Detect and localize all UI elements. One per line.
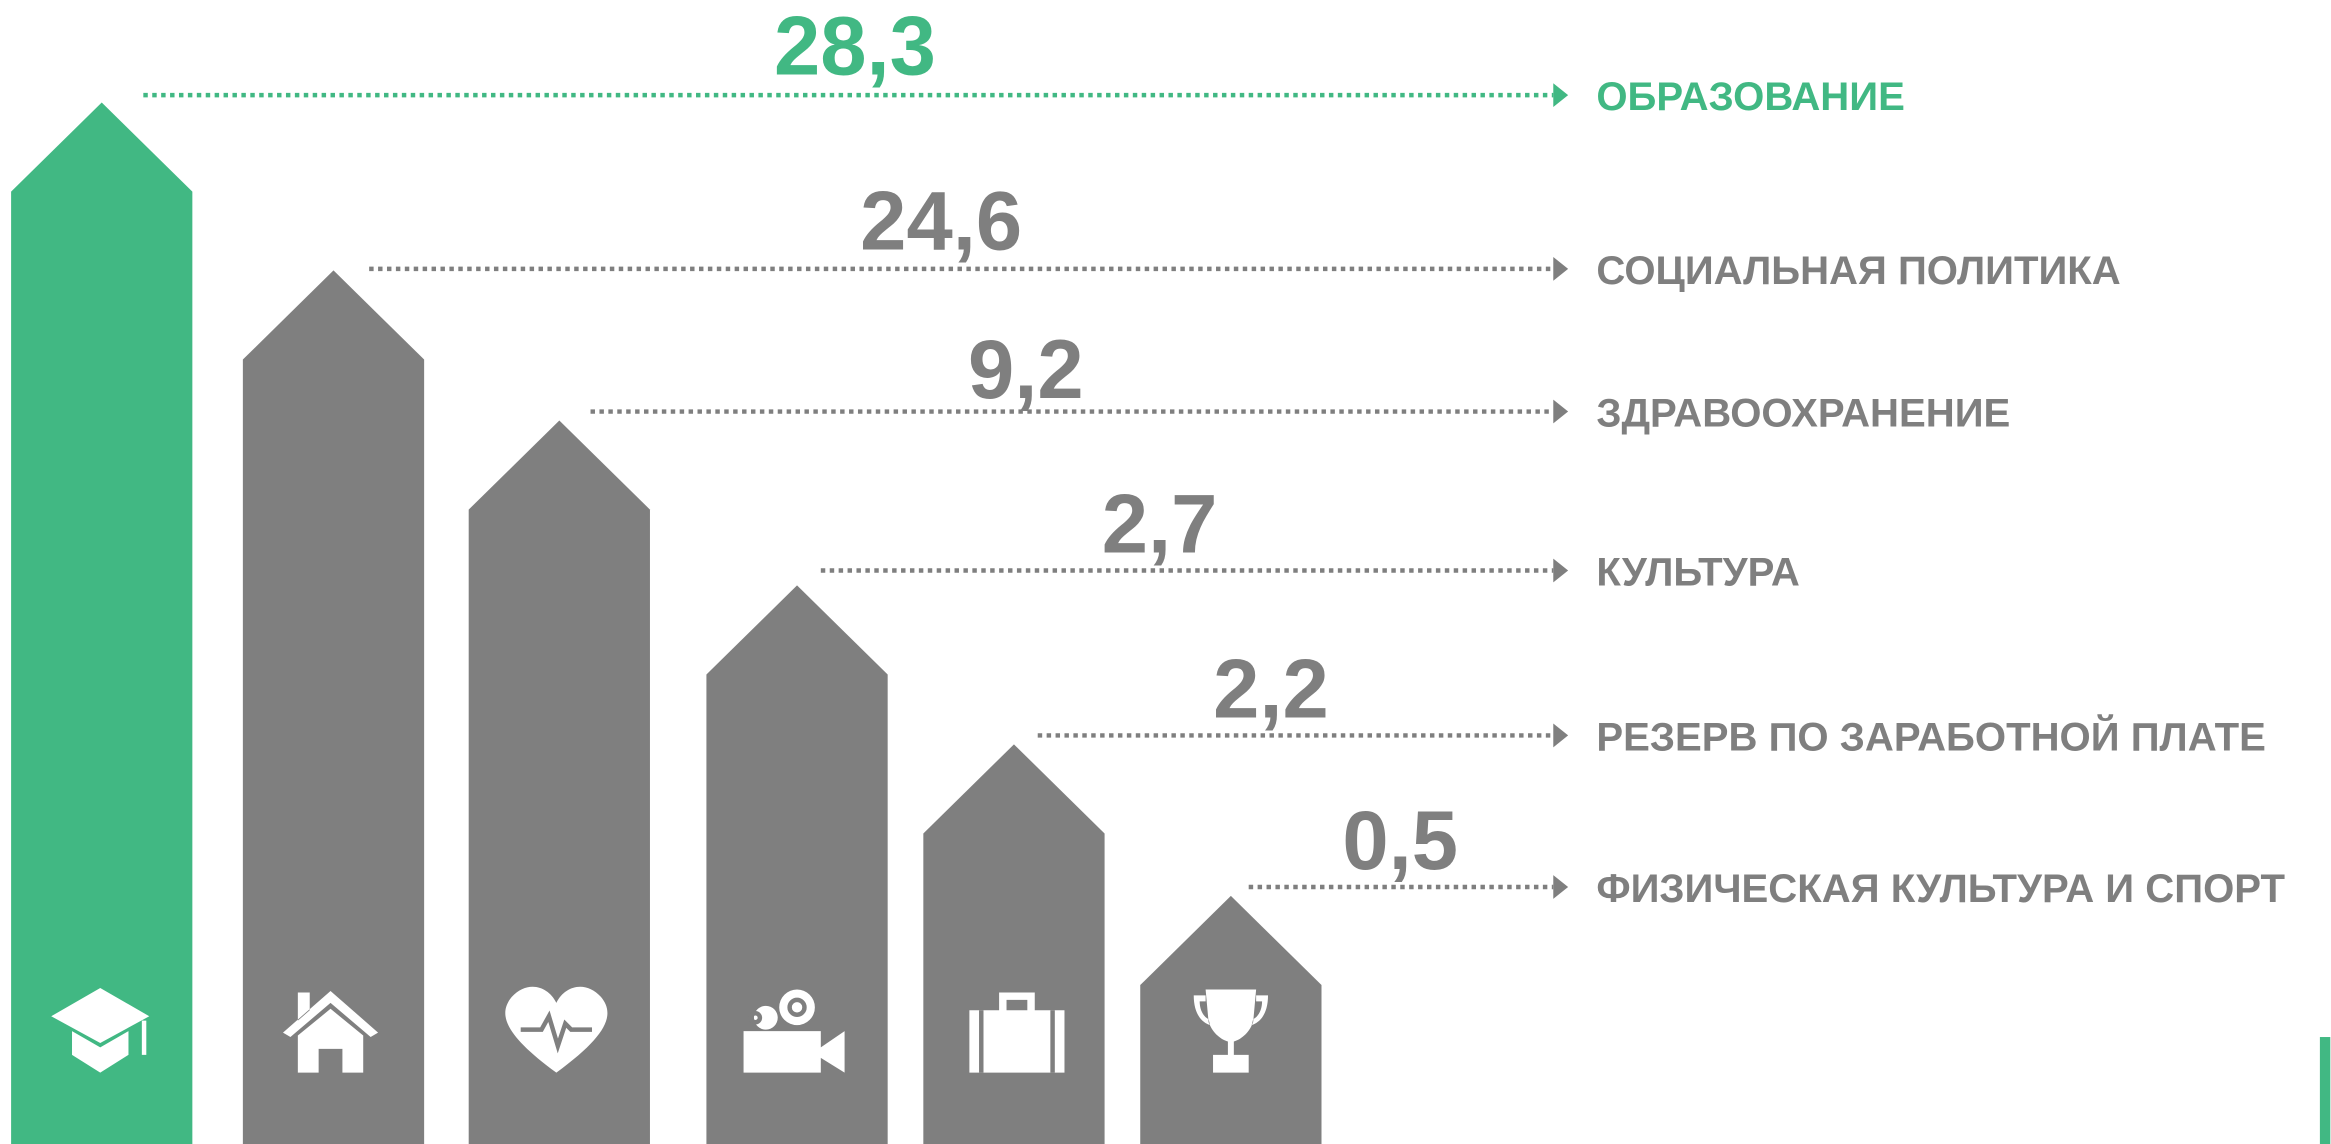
arrow-bar: [242, 270, 425, 1144]
category-icon: [505, 986, 608, 1073]
arrow-bar: [706, 585, 888, 1144]
value-label: 28,3: [774, 0, 936, 92]
icon-detail: [748, 997, 807, 1025]
arrow-bar: [11, 102, 193, 1144]
leader-arrowhead: [1553, 83, 1569, 107]
category-icon: [51, 988, 150, 1073]
value-label: 24,6: [860, 175, 1022, 268]
leader-arrowhead: [1553, 875, 1569, 899]
category-label: КУЛЬТУРА: [1596, 550, 1799, 594]
category-label: ОБРАЗОВАНИЕ: [1596, 75, 1904, 119]
category-label: РЕЗЕРВ ПО ЗАРАБОТНОЙ ПЛАТЕ: [1596, 713, 2266, 759]
leader-arrowhead: [1553, 723, 1569, 748]
category-label: ФИЗИЧЕСКАЯ КУЛЬТУРА И СПОРТ: [1596, 867, 2285, 911]
leader-arrowhead: [1553, 399, 1569, 424]
category-icon: [969, 992, 1065, 1073]
leader-arrowhead: [1553, 257, 1569, 281]
arrow-bar: [468, 420, 650, 1144]
category-label: СОЦИАЛЬНАЯ ПОЛИТИКА: [1596, 249, 2120, 293]
value-label: 0,5: [1342, 794, 1458, 887]
value-label: 2,2: [1213, 643, 1329, 736]
leader-arrowhead: [1553, 558, 1569, 583]
category-icon: [282, 990, 379, 1073]
category-icon: [743, 989, 845, 1073]
corner-accent: [2319, 1037, 2331, 1144]
value-label: 2,7: [1102, 478, 1218, 571]
icon-detail: [979, 1010, 1055, 1073]
value-label: 9,2: [968, 323, 1084, 416]
arrow-bar: [923, 744, 1105, 1144]
icon-detail: [520, 1010, 593, 1054]
category-icon: [1193, 989, 1269, 1073]
category-label: ЗДРАВООХРАНЕНИЕ: [1596, 391, 2010, 435]
